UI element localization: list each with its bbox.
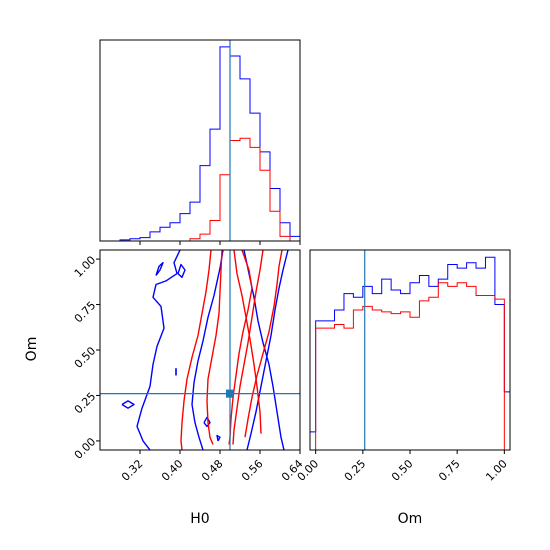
joint-frame <box>99 249 301 451</box>
contour-blue <box>203 416 211 428</box>
x-axis-label-h0: H0 <box>190 511 209 527</box>
om-y-tick-label: 0.00 <box>72 435 99 462</box>
om-histogram-red <box>310 282 510 451</box>
om-marginal-frame <box>309 249 511 451</box>
contour-blue <box>191 250 224 450</box>
contour-red <box>206 250 223 445</box>
joint-plot-area <box>100 250 300 450</box>
contour-blue <box>177 263 186 278</box>
contour-red <box>233 250 262 434</box>
contour-blue <box>246 250 289 450</box>
om-x-tick-label: 1.00 <box>483 457 510 484</box>
contour-red <box>244 250 283 438</box>
contour-blue <box>216 434 221 442</box>
h0-marginal-frame <box>99 39 301 242</box>
h0-x-tick-label: 0.56 <box>239 457 266 484</box>
om-x-tick-label: 0.75 <box>436 457 463 484</box>
om-x-tick-label: 0.50 <box>389 457 416 484</box>
contour-red <box>180 250 212 450</box>
contour-blue <box>136 250 181 450</box>
h0-om-joint-panel: 0.32 0.40 0.48 0.56 0.640.000.250.500.751.00 <box>72 249 306 484</box>
y-axis-label-om: Om <box>24 337 40 362</box>
truth-marker <box>226 389 234 398</box>
om-y-tick-label: 0.25 <box>72 390 99 417</box>
h0-x-tick-label: 0.48 <box>199 457 226 484</box>
contour-blue <box>121 400 135 409</box>
h0-histogram-blue <box>100 46 301 242</box>
h0-x-tick-label: 0.32 <box>119 457 146 484</box>
contour-blue <box>155 262 164 276</box>
om-histogram-blue <box>309 256 511 450</box>
h0-marginal-panel <box>99 39 301 245</box>
om-y-tick-label: 1.00 <box>72 253 99 280</box>
om-x-tick-label: 0.25 <box>342 457 369 484</box>
contour-red <box>228 250 253 445</box>
om-marginal-panel: 0.00 0.25 0.50 0.75 1.00 <box>295 249 511 484</box>
om-y-tick-label: 0.50 <box>72 344 99 371</box>
h0-x-tick-label: 0.40 <box>159 457 186 484</box>
contour-red <box>232 250 264 445</box>
om-y-tick-label: 0.75 <box>72 299 99 326</box>
x-axis-label-om: Om <box>398 511 423 527</box>
